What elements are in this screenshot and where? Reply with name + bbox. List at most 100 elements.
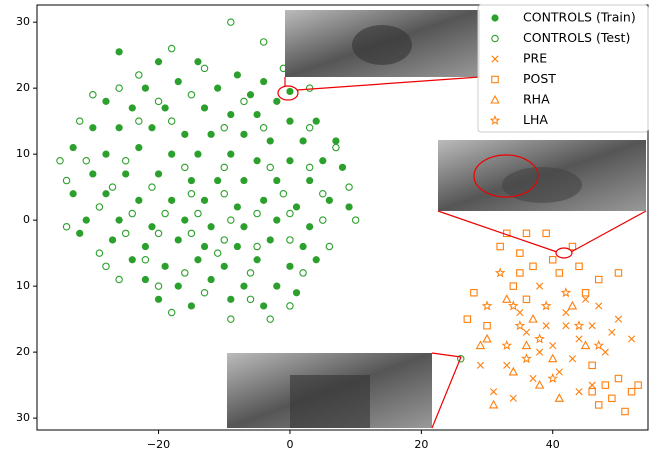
point xyxy=(530,375,536,381)
point xyxy=(142,257,148,263)
y-tick-label: 20 xyxy=(16,81,30,94)
legend-label: POST xyxy=(523,71,556,86)
point xyxy=(188,92,194,98)
point xyxy=(70,190,77,197)
point xyxy=(214,177,221,184)
point xyxy=(300,270,306,276)
point xyxy=(214,85,221,92)
point xyxy=(477,362,483,368)
point xyxy=(267,164,273,170)
point xyxy=(267,137,274,144)
point xyxy=(162,210,168,216)
point xyxy=(628,336,634,342)
point xyxy=(549,374,557,382)
point xyxy=(136,118,142,124)
point xyxy=(596,303,602,309)
point xyxy=(188,177,195,184)
point xyxy=(293,203,300,210)
x-tick-label: 40 xyxy=(546,438,560,451)
point xyxy=(102,190,109,197)
point xyxy=(517,270,523,276)
x-tick-label: −20 xyxy=(147,438,170,451)
point xyxy=(596,276,602,282)
legend-label: CONTROLS (Test) xyxy=(523,30,630,45)
legend-label: PRE xyxy=(523,51,547,66)
legend-label: LHA xyxy=(523,112,548,127)
point xyxy=(287,303,293,309)
point xyxy=(168,45,174,51)
point xyxy=(490,401,498,408)
point xyxy=(615,270,621,276)
point xyxy=(149,184,155,190)
point xyxy=(260,197,267,204)
point xyxy=(116,276,122,282)
point xyxy=(609,395,615,401)
point xyxy=(234,203,241,210)
point xyxy=(96,250,102,256)
x-tick-label: 0 xyxy=(286,438,293,451)
point xyxy=(596,402,602,408)
y-tick-label: 30 xyxy=(16,411,30,424)
point xyxy=(77,118,83,124)
point xyxy=(142,276,149,283)
point xyxy=(536,381,544,388)
point xyxy=(142,85,149,92)
point xyxy=(181,131,188,138)
point xyxy=(529,315,537,322)
point xyxy=(148,124,155,131)
point xyxy=(550,257,556,263)
inset-detail xyxy=(502,167,582,203)
point xyxy=(615,375,621,381)
x-tick-label: 20 xyxy=(414,438,428,451)
point xyxy=(155,58,162,65)
point xyxy=(155,296,162,303)
point xyxy=(240,283,247,290)
point xyxy=(214,250,220,256)
point xyxy=(76,230,83,237)
point xyxy=(260,78,267,85)
point xyxy=(228,19,234,25)
point xyxy=(602,382,608,388)
point xyxy=(240,223,247,230)
point xyxy=(569,356,575,362)
point xyxy=(227,151,234,158)
point xyxy=(155,230,161,236)
point xyxy=(116,48,123,55)
point xyxy=(280,191,286,197)
point xyxy=(286,118,293,125)
point xyxy=(116,217,123,224)
point xyxy=(576,389,582,395)
point xyxy=(162,263,169,270)
point xyxy=(352,217,358,223)
point xyxy=(589,389,595,395)
connector-line xyxy=(297,77,480,90)
point xyxy=(247,91,254,98)
point xyxy=(313,256,320,263)
point xyxy=(122,170,129,177)
point xyxy=(517,309,523,315)
point xyxy=(496,269,504,277)
y-tick-label: 0 xyxy=(23,213,30,226)
point xyxy=(201,197,208,204)
point xyxy=(306,223,313,230)
point xyxy=(522,355,530,363)
point xyxy=(510,368,518,375)
point xyxy=(253,111,260,118)
point xyxy=(201,104,208,111)
point xyxy=(635,382,641,388)
inset-detail xyxy=(352,25,412,65)
point xyxy=(129,210,135,216)
point xyxy=(536,283,542,289)
legend-label: RHA xyxy=(523,92,550,107)
point xyxy=(523,342,531,349)
point xyxy=(536,335,544,343)
point xyxy=(536,349,542,355)
point xyxy=(260,302,267,309)
point xyxy=(483,302,491,310)
point xyxy=(267,316,273,322)
point xyxy=(201,243,208,250)
point xyxy=(549,355,557,362)
point xyxy=(306,85,312,91)
point xyxy=(345,203,352,210)
point xyxy=(247,270,253,276)
